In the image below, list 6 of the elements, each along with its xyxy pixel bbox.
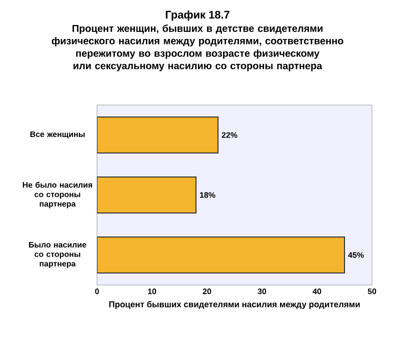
- x-axis-title: Процент бывших свидетелями насилия между родителями: [109, 301, 360, 309]
- chart-subtitle: Процент женщин, бывших в детстве свидетелями физического насилия между родителями, соответственно пережитому во взрослом возрасте физическому или сексуальному насилию со стороны партнера: [52, 24, 344, 72]
- bar: [97, 176, 196, 214]
- bar: [97, 236, 345, 274]
- bar: [97, 116, 218, 154]
- chart-title: График 18.7: [166, 10, 230, 21]
